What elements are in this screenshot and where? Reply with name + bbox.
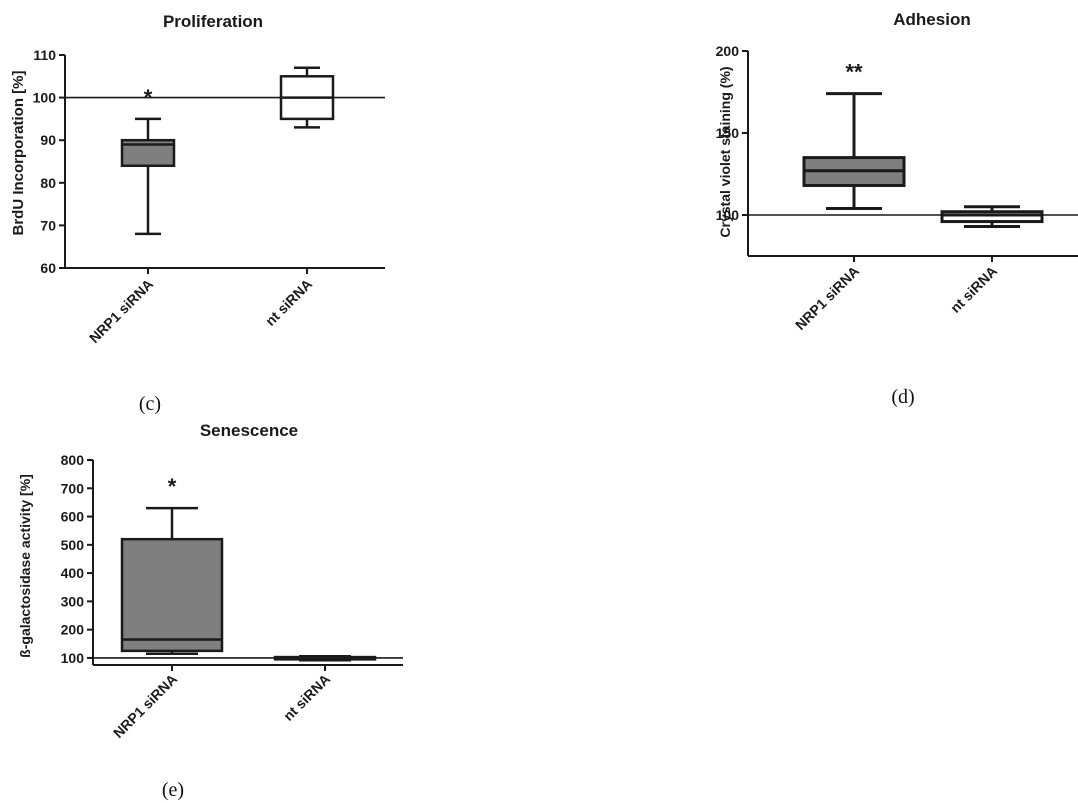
y-tick-label: 70 [40, 217, 56, 233]
box-iqr [120, 537, 224, 653]
y-axis-label: BrdU Incorporation [%] [10, 71, 27, 236]
y-tick-label: 200 [716, 43, 740, 59]
x-tick-label: NRP1 siRNA [86, 276, 156, 346]
box-nrp1-sirna: * [120, 85, 176, 236]
y-tick-label: 300 [61, 593, 85, 609]
chart-senescence: Senescence ß-galactosidase activity [%] … [17, 421, 403, 741]
chart-proliferation: Proliferation BrdU Incorporation [%] 60 7… [10, 12, 385, 346]
y-tick-label: 500 [61, 537, 85, 553]
x-tick-label: nt siRNA [280, 671, 333, 724]
y-tick-label: 110 [33, 47, 56, 63]
x-tick-label: nt siRNA [947, 263, 1000, 316]
panel-label-e: (e) [162, 779, 184, 801]
y-axis-label: ß-galactosidase activity [%] [17, 474, 33, 658]
chart-title: Proliferation [163, 12, 263, 31]
y-tick-label: 100 [716, 207, 740, 223]
chart-title: Adhesion [893, 10, 970, 29]
box-nt-sirna [273, 654, 377, 662]
box-nt-sirna [279, 66, 335, 129]
y-tick-label: 100 [61, 650, 85, 666]
y-axis-label: Crystal violet staining (%) [717, 66, 733, 237]
y-tick-label: 90 [40, 132, 56, 148]
panel-label-d: (d) [891, 386, 914, 408]
y-tick-label: 60 [40, 260, 56, 276]
box-nrp1-sirna: ** [802, 60, 906, 210]
y-tick-label: 700 [61, 480, 85, 496]
y-tick-label: 400 [61, 565, 85, 581]
significance-marker: * [144, 85, 153, 110]
x-tick-label: NRP1 siRNA [110, 671, 180, 741]
y-tick-label: 600 [61, 509, 85, 525]
x-tick-label: NRP1 siRNA [792, 263, 862, 333]
box-iqr [940, 210, 1044, 224]
y-tick-label: 800 [61, 452, 85, 468]
chart-title: Senescence [200, 421, 298, 440]
y-tick-label: 200 [61, 622, 85, 638]
x-tick-label: nt siRNA [262, 276, 315, 329]
y-tick-label: 100 [33, 90, 57, 106]
significance-marker: ** [845, 60, 863, 85]
chart-adhesion: Adhesion Crystal violet staining (%) 100… [716, 10, 1078, 333]
box-nt-sirna [940, 205, 1044, 228]
box-nrp1-sirna: * [120, 474, 224, 655]
y-tick-label: 150 [716, 125, 740, 141]
y-tick-label: 80 [40, 175, 56, 191]
panel-label-c: (c) [139, 393, 161, 415]
significance-marker: * [168, 474, 177, 499]
